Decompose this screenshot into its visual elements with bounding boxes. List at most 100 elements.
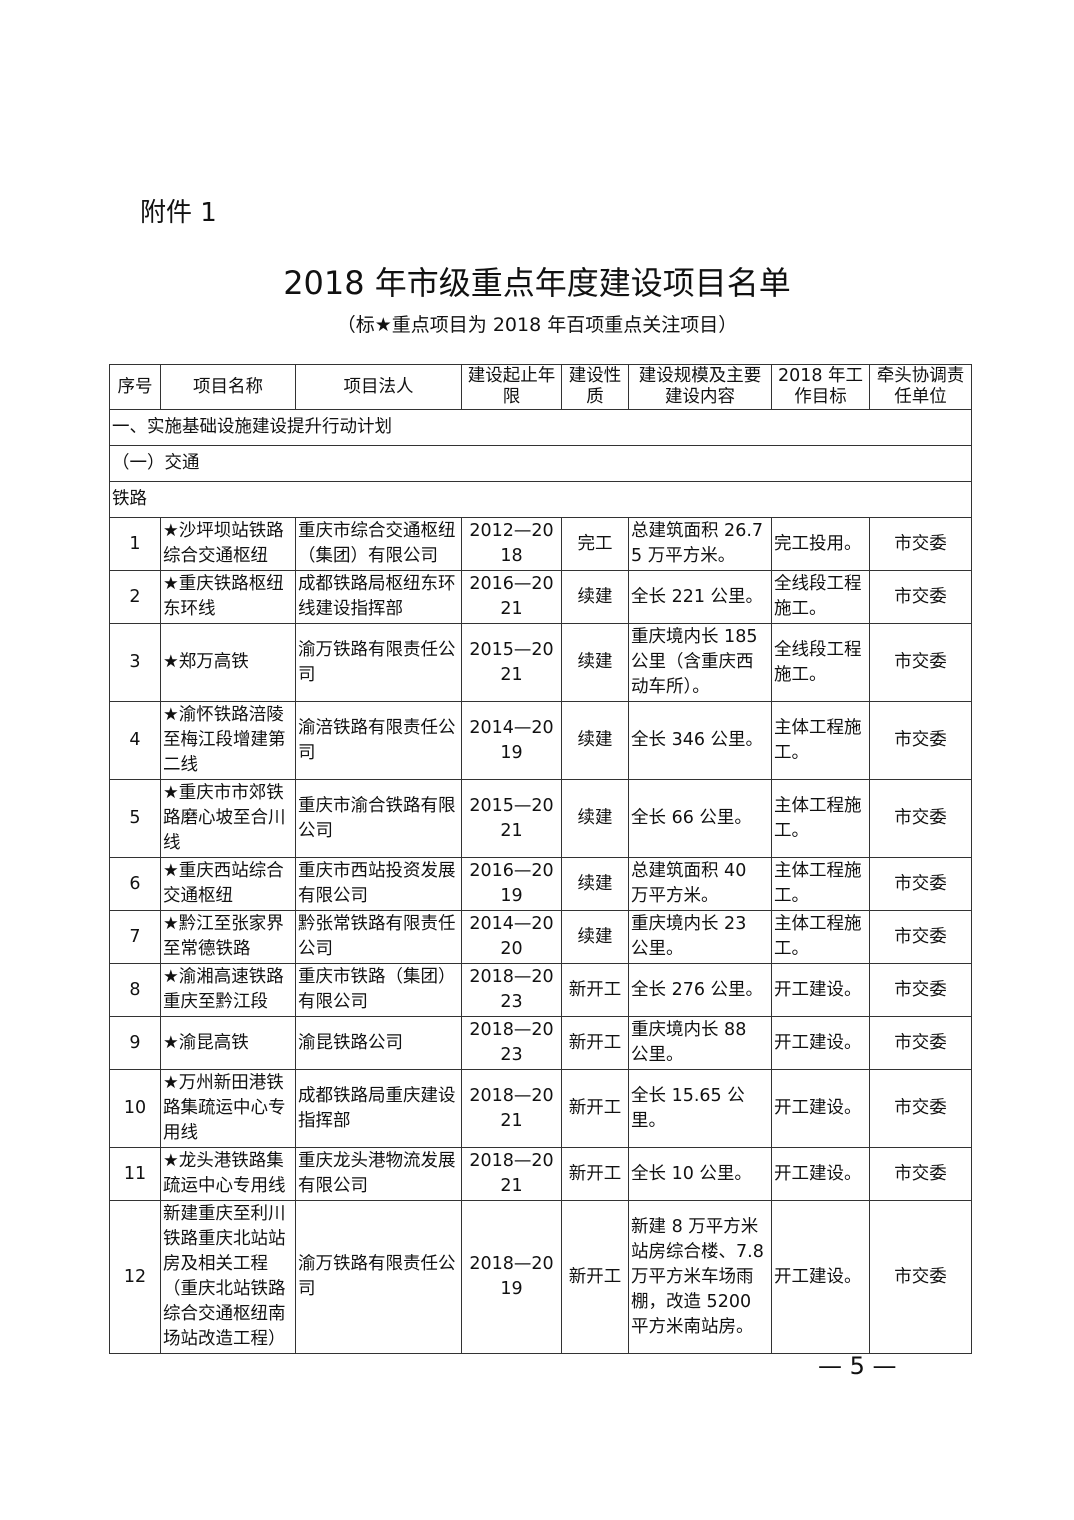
responsible-unit: 市交委 — [869, 1069, 972, 1148]
header-index: 序号 — [109, 364, 161, 410]
responsible-unit: 市交委 — [869, 963, 972, 1017]
nature: 新开工 — [561, 963, 629, 1017]
project-name: ★渝湘高速铁路重庆至黔江段 — [160, 963, 296, 1017]
nature: 续建 — [561, 701, 629, 780]
legal-entity: 渝涪铁路有限责任公司 — [295, 701, 462, 780]
header-row: 序号 项目名称 项目法人 建设起止年限 建设性质 建设规模及主要建设内容 201… — [109, 364, 972, 410]
scale: 重庆境内长 23 公里。 — [628, 910, 772, 964]
scale: 总建筑面积 40 万平方米。 — [628, 857, 772, 911]
legal-entity: 成都铁路局重庆建设指挥部 — [295, 1069, 462, 1148]
goal: 主体工程施工。 — [771, 701, 870, 780]
project-name: ★重庆西站综合交通枢纽 — [160, 857, 296, 911]
nature: 续建 — [561, 857, 629, 911]
project-table: 序号 项目名称 项目法人 建设起止年限 建设性质 建设规模及主要建设内容 201… — [109, 364, 972, 1354]
goal: 主体工程施工。 — [771, 857, 870, 911]
header-goal: 2018 年工作目标 — [771, 364, 870, 410]
nature: 完工 — [561, 517, 629, 571]
goal: 开工建设。 — [771, 1069, 870, 1148]
legal-entity: 重庆市综合交通枢纽（集团）有限公司 — [295, 517, 462, 571]
legal-entity: 重庆市西站投资发展有限公司 — [295, 857, 462, 911]
responsible-unit: 市交委 — [869, 1147, 972, 1201]
responsible-unit: 市交委 — [869, 517, 972, 571]
scale: 全长 10 公里。 — [628, 1147, 772, 1201]
table-row: 6 ★重庆西站综合交通枢纽 重庆市西站投资发展有限公司 2016—2019 续建 总建筑面… — [109, 857, 972, 911]
legal-entity: 重庆市铁路（集团）有限公司 — [295, 963, 462, 1017]
goal: 全线段工程施工。 — [771, 570, 870, 624]
row-index: 1 — [109, 517, 161, 571]
row-index: 4 — [109, 701, 161, 780]
table-row: 7 ★黔江至张家界至常德铁路 黔张常铁路有限责任公司 2014—2020 续建 重庆境内长… — [109, 910, 972, 964]
page-number: — 5 — — [818, 1352, 897, 1380]
project-name: ★沙坪坝站铁路综合交通枢纽 — [160, 517, 296, 571]
table-row: 9 ★渝昆高铁 渝昆铁路公司 2018—2023 新开工 重庆境内长 88 公里。 开工建设… — [109, 1016, 972, 1070]
nature: 续建 — [561, 570, 629, 624]
responsible-unit: 市交委 — [869, 779, 972, 858]
goal: 主体工程施工。 — [771, 779, 870, 858]
goal: 主体工程施工。 — [771, 910, 870, 964]
legal-entity: 渝万铁路有限责任公司 — [295, 1200, 462, 1354]
responsible-unit: 市交委 — [869, 570, 972, 624]
section-heading: 一、实施基础设施建设提升行动计划 — [109, 409, 972, 446]
goal: 开工建设。 — [771, 963, 870, 1017]
document-title: 2018 年市级重点年度建设项目名单 — [283, 264, 791, 302]
legal-entity: 渝万铁路有限责任公司 — [295, 623, 462, 702]
row-index: 11 — [109, 1147, 161, 1201]
project-name: ★黔江至张家界至常德铁路 — [160, 910, 296, 964]
row-index: 7 — [109, 910, 161, 964]
legal-entity: 重庆龙头港物流发展有限公司 — [295, 1147, 462, 1201]
period: 2012—2018 — [461, 517, 562, 571]
table-row: 3 ★郑万高铁 渝万铁路有限责任公司 2015—2021 续建 重庆境内长 185 公里（… — [109, 623, 972, 702]
header-unit: 牵头协调责任单位 — [869, 364, 972, 410]
row-index: 12 — [109, 1200, 161, 1354]
row-index: 9 — [109, 1016, 161, 1070]
legal-entity: 成都铁路局枢纽东环线建设指挥部 — [295, 570, 462, 624]
table-row: 4 ★渝怀铁路涪陵至梅江段增建第二线 渝涪铁路有限责任公司 2014—2019 续建 全长… — [109, 701, 972, 780]
project-name: ★郑万高铁 — [160, 623, 296, 702]
scale: 重庆境内长 88 公里。 — [628, 1016, 772, 1070]
responsible-unit: 市交委 — [869, 857, 972, 911]
project-name: 新建重庆至利川铁路重庆北站站房及相关工程（重庆北站铁路综合交通枢纽南场站改造工程… — [160, 1200, 296, 1354]
responsible-unit: 市交委 — [869, 701, 972, 780]
nature: 续建 — [561, 779, 629, 858]
legal-entity: 渝昆铁路公司 — [295, 1016, 462, 1070]
table-row: 12 新建重庆至利川铁路重庆北站站房及相关工程（重庆北站铁路综合交通枢纽南场站改造… — [109, 1200, 972, 1354]
row-index: 5 — [109, 779, 161, 858]
nature: 新开工 — [561, 1200, 629, 1354]
goal: 完工投用。 — [771, 517, 870, 571]
period: 2016—2019 — [461, 857, 562, 911]
subsection-heading: （一）交通 — [109, 445, 972, 482]
project-name: ★渝怀铁路涪陵至梅江段增建第二线 — [160, 701, 296, 780]
scale: 总建筑面积 26.75 万平方米。 — [628, 517, 772, 571]
attachment-label: 附件 1 — [140, 198, 217, 228]
header-scale: 建设规模及主要建设内容 — [628, 364, 772, 410]
project-name: ★万州新田港铁路集疏运中心专用线 — [160, 1069, 296, 1148]
header-legal-entity: 项目法人 — [295, 364, 462, 410]
period: 2014—2020 — [461, 910, 562, 964]
project-name: ★龙头港铁路集疏运中心专用线 — [160, 1147, 296, 1201]
scale: 新建 8 万平方米站房综合楼、7.8 万平方米车场雨棚，改造 5200 平方米南… — [628, 1200, 772, 1354]
section-row: 铁路 — [109, 481, 972, 518]
nature: 新开工 — [561, 1069, 629, 1148]
scale: 全长 221 公里。 — [628, 570, 772, 624]
period: 2018—2019 — [461, 1200, 562, 1354]
nature: 续建 — [561, 623, 629, 702]
scale: 全长 346 公里。 — [628, 701, 772, 780]
row-index: 2 — [109, 570, 161, 624]
responsible-unit: 市交委 — [869, 1016, 972, 1070]
table-row: 11 ★龙头港铁路集疏运中心专用线 重庆龙头港物流发展有限公司 2018—2021 新开… — [109, 1147, 972, 1201]
row-index: 8 — [109, 963, 161, 1017]
scale: 全长 276 公里。 — [628, 963, 772, 1017]
goal: 开工建设。 — [771, 1200, 870, 1354]
project-name: ★重庆铁路枢纽东环线 — [160, 570, 296, 624]
scale: 重庆境内长 185 公里（含重庆西动车所）。 — [628, 623, 772, 702]
table-row: 8 ★渝湘高速铁路重庆至黔江段 重庆市铁路（集团）有限公司 2018—2023 新开工全… — [109, 963, 972, 1017]
goal: 开工建设。 — [771, 1147, 870, 1201]
period: 2016—2021 — [461, 570, 562, 624]
section-row: 一、实施基础设施建设提升行动计划 — [109, 409, 972, 446]
responsible-unit: 市交委 — [869, 910, 972, 964]
section-row: （一）交通 — [109, 445, 972, 482]
legal-entity: 重庆市渝合铁路有限公司 — [295, 779, 462, 858]
legal-entity: 黔张常铁路有限责任公司 — [295, 910, 462, 964]
scale: 全长 15.65 公里。 — [628, 1069, 772, 1148]
document-subtitle: （标★重点项目为 2018 年百项重点关注项目） — [336, 314, 738, 336]
